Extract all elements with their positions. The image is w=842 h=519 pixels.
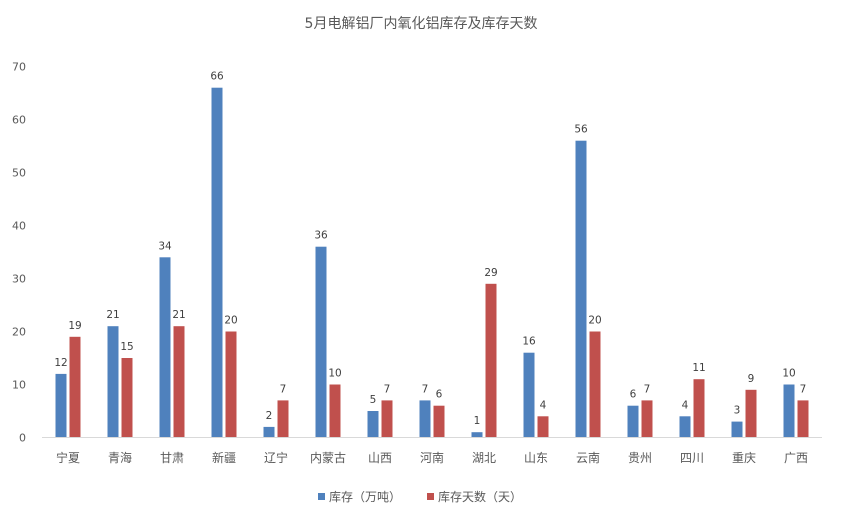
bar-inventory: [679, 416, 691, 438]
data-label-inventory-days: 9: [748, 373, 755, 385]
data-label-inventory-days: 20: [588, 315, 601, 327]
bar-inventory: [315, 246, 327, 438]
bar-inventory: [731, 421, 743, 438]
x-category-label: 四川: [680, 451, 704, 465]
legend-label-inventory: 库存（万吨）: [329, 489, 401, 504]
bar-inventory: [419, 400, 431, 438]
data-label-inventory: 16: [522, 336, 536, 348]
data-label-inventory: 7: [422, 383, 429, 395]
x-category-label: 贵州: [628, 451, 652, 465]
y-tick-label: 60: [12, 114, 26, 127]
data-label-inventory: 12: [54, 357, 67, 369]
x-category-label: 河南: [420, 450, 444, 465]
bar-inventory: [211, 87, 223, 438]
bar-inventory: [627, 405, 639, 438]
x-category-label: 辽宁: [264, 450, 288, 465]
bar-inventory: [575, 140, 587, 438]
data-label-inventory-days: 7: [800, 383, 807, 395]
x-category-label: 内蒙古: [310, 450, 346, 465]
y-tick-label: 0: [19, 432, 26, 445]
data-label-inventory-days: 7: [280, 383, 287, 395]
bar-inventory: [523, 352, 535, 438]
data-label-inventory: 34: [158, 240, 172, 252]
bar-inventory: [159, 257, 171, 438]
bar-inventory-days: [797, 400, 809, 438]
legend: 库存（万吨） 库存天数（天）: [318, 489, 522, 504]
x-category-label: 云南: [576, 450, 600, 465]
bar-inventory-days: [121, 358, 133, 438]
x-category-label: 湖北: [472, 450, 496, 465]
data-label-inventory: 36: [314, 230, 328, 242]
data-label-inventory-days: 15: [120, 341, 133, 353]
data-label-inventory: 56: [574, 124, 588, 136]
y-tick-label: 70: [12, 61, 26, 74]
y-tick-label: 20: [12, 326, 26, 339]
data-label-inventory: 10: [782, 368, 795, 380]
bar-inventory-days: [173, 326, 185, 438]
data-label-inventory-days: 19: [68, 320, 81, 332]
y-tick-label: 10: [12, 379, 26, 392]
bar-inventory: [55, 373, 67, 438]
data-label-inventory-days: 10: [328, 368, 341, 380]
x-category-label: 广西: [784, 451, 808, 465]
bar-inventory-days: [381, 400, 393, 438]
x-category-label: 山东: [524, 451, 548, 465]
bar-inventory-days: [69, 336, 81, 438]
x-axis: 宁夏 青海 甘肃 新疆 辽宁 内蒙古 山西 河南 湖北 山东 云南 贵州 四川 重庆 广西: [42, 437, 822, 465]
data-label-inventory-days: 11: [692, 362, 705, 374]
data-label-inventory: 5: [370, 394, 377, 406]
data-label-inventory-days: 21: [172, 309, 185, 321]
bar-inventory-days: [589, 331, 601, 438]
x-category-label: 山西: [368, 451, 392, 465]
bar-inventory-days: [485, 283, 497, 438]
legend-swatch-inventory: [318, 493, 325, 500]
data-label-inventory: 1: [474, 415, 481, 427]
bar-inventory: [107, 326, 119, 438]
data-label-inventory: 4: [682, 399, 689, 411]
data-label-inventory: 6: [630, 389, 637, 401]
data-label-inventory: 3: [734, 405, 741, 417]
bar-inventory: [263, 426, 275, 438]
data-label-inventory-days: 29: [484, 267, 497, 279]
data-label-inventory-days: 7: [384, 383, 391, 395]
y-tick-label: 50: [12, 167, 26, 180]
bar-inventory-days: [693, 379, 705, 438]
x-category-label: 甘肃: [160, 451, 184, 465]
data-label-inventory-days: 7: [644, 383, 651, 395]
bar-inventory-days: [745, 389, 757, 438]
data-label-inventory-days: 20: [224, 315, 237, 327]
bar-inventory-days: [433, 405, 445, 438]
bar-inventory-days: [329, 384, 341, 438]
data-label-inventory: 21: [106, 309, 119, 321]
y-tick-label: 40: [12, 220, 26, 233]
data-label-inventory-days: 6: [436, 389, 443, 401]
legend-label-inventory-days: 库存天数（天）: [438, 489, 522, 504]
bar-inventory: [783, 384, 795, 438]
data-label-inventory: 66: [210, 71, 224, 83]
chart-title: 5月电解铝厂内氧化铝库存及库存天数: [305, 16, 538, 32]
x-category-label: 重庆: [732, 451, 756, 465]
legend-swatch-inventory-days: [427, 493, 434, 500]
x-category-label: 宁夏: [56, 450, 80, 465]
bar-inventory: [367, 411, 379, 438]
x-category-label: 新疆: [212, 450, 236, 465]
y-tick-label: 30: [12, 273, 26, 286]
bar-inventory-days: [277, 400, 289, 438]
x-category-label: 青海: [108, 450, 132, 465]
bar-inventory-days: [537, 416, 549, 438]
bar-inventory: [471, 432, 483, 438]
data-label-inventory-days: 4: [540, 399, 547, 411]
bar-inventory-days: [225, 331, 237, 438]
y-axis: 0 10 20 30 40 50 60 70: [12, 61, 26, 445]
bar-inventory-days: [641, 400, 653, 438]
data-label-inventory: 2: [266, 410, 273, 422]
